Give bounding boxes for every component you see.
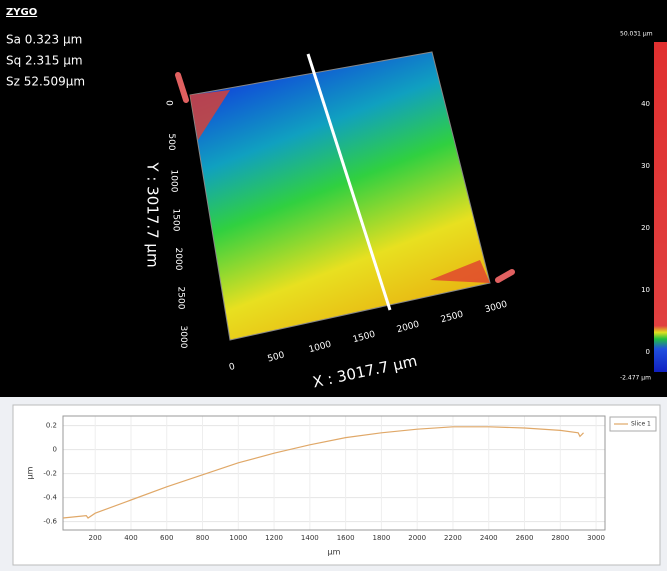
y-tick-label: 0 <box>164 100 174 106</box>
x-tick-label: 1200 <box>265 534 283 542</box>
colorbar-tick: 10 <box>641 286 650 294</box>
x-tick-label: 800 <box>196 534 209 542</box>
surface <box>190 52 490 340</box>
stat: Sq 2.315 µm <box>6 54 83 68</box>
x-tick-label: 2400 <box>480 534 498 542</box>
x-tick-label: 1000 <box>229 534 247 542</box>
x-tick-label: 1500 <box>352 330 377 346</box>
colorbar-tick: 40 <box>641 100 650 108</box>
handle[interactable] <box>178 75 186 100</box>
logo: ZYGO <box>6 7 37 18</box>
y-tick-label: 2500 <box>176 287 186 310</box>
x-tick-label: 2000 <box>396 320 421 336</box>
legend-label: Slice 1 <box>631 421 651 428</box>
colorbar-max: 50.031 µm <box>620 31 653 38</box>
y-tick-label: 0 <box>53 446 57 454</box>
x-tick-label: 400 <box>124 534 137 542</box>
y-tick-label: 1000 <box>168 170 178 193</box>
handle[interactable] <box>498 272 512 280</box>
y-axis-label: µm <box>26 466 35 479</box>
x-tick-label: 1800 <box>372 534 390 542</box>
y-tick-label: 500 <box>166 133 176 150</box>
x-tick-label: 2200 <box>444 534 462 542</box>
profile-chart: 0.2 0 -0.2 -0.4 -0.6 200 400 600 800 1000 1200 1400… <box>0 397 667 571</box>
x-tick-label: 2800 <box>551 534 569 542</box>
x-tick-label: 3000 <box>587 534 605 542</box>
colorbar-tick: 0 <box>646 348 650 356</box>
x-tick-label: 2000 <box>408 534 426 542</box>
x-tick-label: 1400 <box>301 534 319 542</box>
x-tick-label: 0 <box>228 362 236 373</box>
x-tick-label: 1000 <box>308 340 333 356</box>
x-tick-label: 600 <box>160 534 173 542</box>
x-tick-label: 1600 <box>337 534 355 542</box>
y-tick-label: 0.2 <box>46 422 57 430</box>
colorbar <box>654 42 667 372</box>
colorbar-tick: 30 <box>641 162 650 170</box>
stat: Sz 52.509µm <box>6 75 85 89</box>
stat: Sa 0.323 µm <box>6 33 82 47</box>
y-tick-label: -0.2 <box>43 470 57 478</box>
y-tick-label: -0.6 <box>43 518 57 526</box>
surface-view: ZYGO Sa 0.323 µm Sq 2.315 µm Sz 52.509µm… <box>0 0 667 397</box>
y-tick-label: 1500 <box>171 209 181 232</box>
y-tick-label: -0.4 <box>43 494 57 502</box>
x-tick-label: 500 <box>267 350 286 364</box>
x-tick-label: 2600 <box>516 534 534 542</box>
app-window: ZYGO Sa 0.323 µm Sq 2.315 µm Sz 52.509µm… <box>0 0 667 571</box>
x-axis-label: X : 3017.7 µm <box>311 352 419 392</box>
x-tick-label: 3000 <box>484 300 509 316</box>
colorbar-min: -2.477 µm <box>620 375 651 382</box>
x-tick-label: 2500 <box>440 310 465 326</box>
x-tick-label: 200 <box>89 534 102 542</box>
x-axis-label: µm <box>328 548 341 557</box>
colorbar-tick: 20 <box>641 224 650 232</box>
y-tick-label: 3000 <box>178 326 188 349</box>
y-axis-label: Y : 3017.7 µm <box>144 161 162 267</box>
y-tick-label: 2000 <box>173 248 183 271</box>
